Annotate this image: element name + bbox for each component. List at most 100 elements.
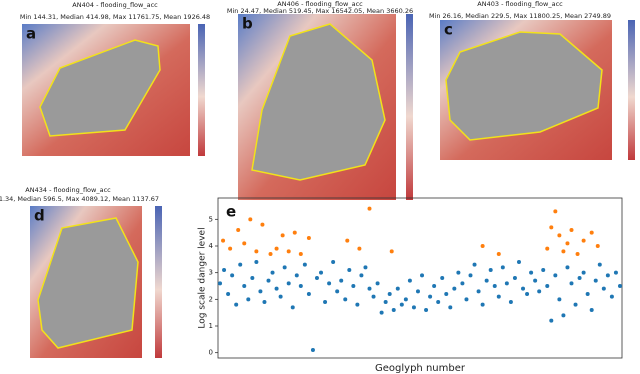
data-point <box>476 289 481 294</box>
data-point <box>347 268 352 272</box>
geoglyph-area <box>445 31 603 141</box>
data-point <box>545 284 550 288</box>
data-point <box>391 308 396 312</box>
data-point <box>407 278 412 283</box>
geoglyph-area <box>39 39 161 137</box>
data-point <box>389 249 394 254</box>
data-point <box>415 289 420 294</box>
data-point <box>516 260 521 264</box>
data-point <box>589 308 594 312</box>
data-point <box>345 238 350 243</box>
data-point <box>569 281 574 286</box>
data-point <box>371 294 376 299</box>
panel-label: b <box>242 15 253 33</box>
data-point <box>222 268 227 272</box>
data-point <box>508 300 513 304</box>
data-point <box>246 297 251 302</box>
data-point <box>553 209 558 214</box>
data-point <box>537 289 542 294</box>
y-tick-label: 1 <box>209 322 213 330</box>
geoglyph-area <box>251 23 386 181</box>
data-point <box>258 289 263 294</box>
data-point <box>472 262 477 267</box>
data-point <box>260 222 265 227</box>
data-point <box>424 308 429 312</box>
data-point <box>569 228 574 232</box>
data-point <box>561 249 566 254</box>
data-point <box>254 260 259 264</box>
data-point <box>355 302 360 307</box>
y-tick-label: 4 <box>209 242 214 250</box>
plot-frame <box>217 197 623 359</box>
data-point <box>613 270 618 275</box>
data-point <box>383 300 388 304</box>
data-point <box>589 230 594 235</box>
data-point <box>266 278 271 283</box>
data-point <box>254 249 259 254</box>
data-point <box>521 286 526 291</box>
data-point <box>262 300 267 304</box>
data-point <box>248 217 253 222</box>
data-point <box>280 233 285 238</box>
data-point <box>496 252 501 256</box>
data-point <box>609 294 614 299</box>
panel-stats: Min 241.34, Median 596.5, Max 4089.12, M… <box>0 195 159 203</box>
data-point <box>306 236 311 240</box>
data-point <box>480 302 485 307</box>
data-point <box>387 292 392 296</box>
data-point <box>379 310 384 315</box>
data-point <box>292 230 297 235</box>
data-point <box>496 294 501 299</box>
data-point <box>529 270 534 275</box>
data-point <box>480 244 485 248</box>
data-point <box>282 265 287 270</box>
data-point <box>238 262 243 267</box>
colorbar <box>406 14 413 200</box>
data-point <box>339 278 344 283</box>
data-point <box>565 241 570 246</box>
data-point <box>302 262 307 267</box>
panel-label: c <box>444 21 453 39</box>
data-point <box>230 273 235 278</box>
data-point <box>617 284 622 288</box>
data-point <box>359 273 364 278</box>
data-point <box>242 241 247 246</box>
data-point <box>545 246 550 251</box>
colorbar <box>198 24 205 156</box>
data-point <box>581 238 586 243</box>
data-point <box>234 302 239 307</box>
data-point <box>270 270 275 275</box>
data-point <box>286 281 291 286</box>
data-point <box>226 292 231 296</box>
data-point <box>468 273 473 278</box>
data-point <box>335 289 340 294</box>
panel-stats: Min 24.47, Median 519.45, Max 16542.05, … <box>227 7 413 15</box>
data-point <box>585 292 590 296</box>
panel-label: e <box>226 203 236 221</box>
data-point <box>504 281 509 286</box>
data-point <box>228 246 233 251</box>
panel-label: a <box>26 25 36 43</box>
data-point <box>218 281 223 286</box>
data-point <box>452 286 457 291</box>
data-point <box>395 286 400 291</box>
data-point <box>436 300 441 304</box>
data-point <box>549 318 554 323</box>
data-point <box>581 270 586 275</box>
panel-title: AN406 - flooding_flow_acc <box>277 0 363 8</box>
data-point <box>420 273 425 278</box>
data-point <box>448 305 453 310</box>
y-axis-label: Log scale danger level <box>198 227 208 328</box>
data-point <box>565 265 570 270</box>
data-point <box>597 262 602 267</box>
data-point <box>331 260 336 264</box>
data-point <box>363 265 368 270</box>
data-point <box>533 278 538 283</box>
data-point <box>444 292 449 296</box>
colorbar <box>155 206 162 358</box>
data-point <box>343 297 348 302</box>
data-point <box>250 276 255 280</box>
data-point <box>557 297 562 302</box>
panel-stats: Min 26.16, Median 229.5, Max 11800.25, M… <box>429 12 611 20</box>
